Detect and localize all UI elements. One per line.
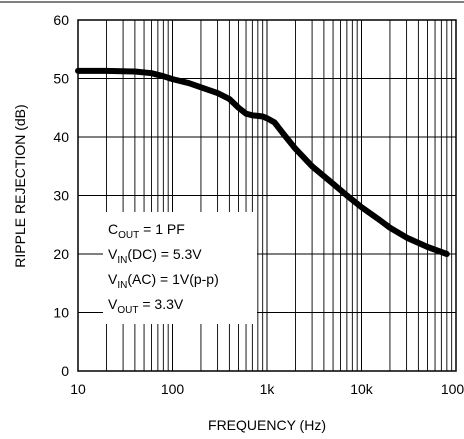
x-tick-label: 10	[70, 381, 86, 397]
plot-area	[75, 67, 450, 257]
y-tick-label: 0	[61, 363, 69, 379]
y-tick-label: 10	[53, 305, 69, 321]
x-tick-label: 1k	[260, 381, 276, 397]
y-tick-label: 40	[53, 129, 69, 145]
x-tick-label: 100k	[441, 381, 464, 397]
condition-text: VIN(AC) = 1V(p-p)	[108, 271, 219, 291]
y-tick-label: 20	[53, 246, 69, 262]
x-axis-label: FREQUENCY (Hz)	[208, 417, 326, 433]
tick-labels: 101001k10k100k0102030405060	[53, 12, 464, 397]
y-axis-label: RIPPLE REJECTION (dB)	[12, 104, 28, 267]
x-tick-label: 10k	[350, 381, 374, 397]
y-tick-label: 30	[53, 188, 69, 204]
conditions-box: COUT = 1 PF VIN(DC) = 5.3V VIN(AC) = 1V(p-…	[103, 212, 257, 324]
conditions-box-background	[103, 212, 257, 324]
y-tick-label: 60	[53, 12, 69, 28]
plot-frame	[77, 19, 457, 372]
ripple-rejection-line	[75, 67, 450, 257]
condition-text: COUT = 1 PF	[108, 221, 185, 241]
x-tick-label: 100	[161, 381, 185, 397]
condition-text: VIN(DC) = 5.3V	[108, 246, 202, 266]
condition-text: VOUT = 3.3V	[108, 296, 184, 316]
y-tick-label: 50	[53, 71, 69, 87]
